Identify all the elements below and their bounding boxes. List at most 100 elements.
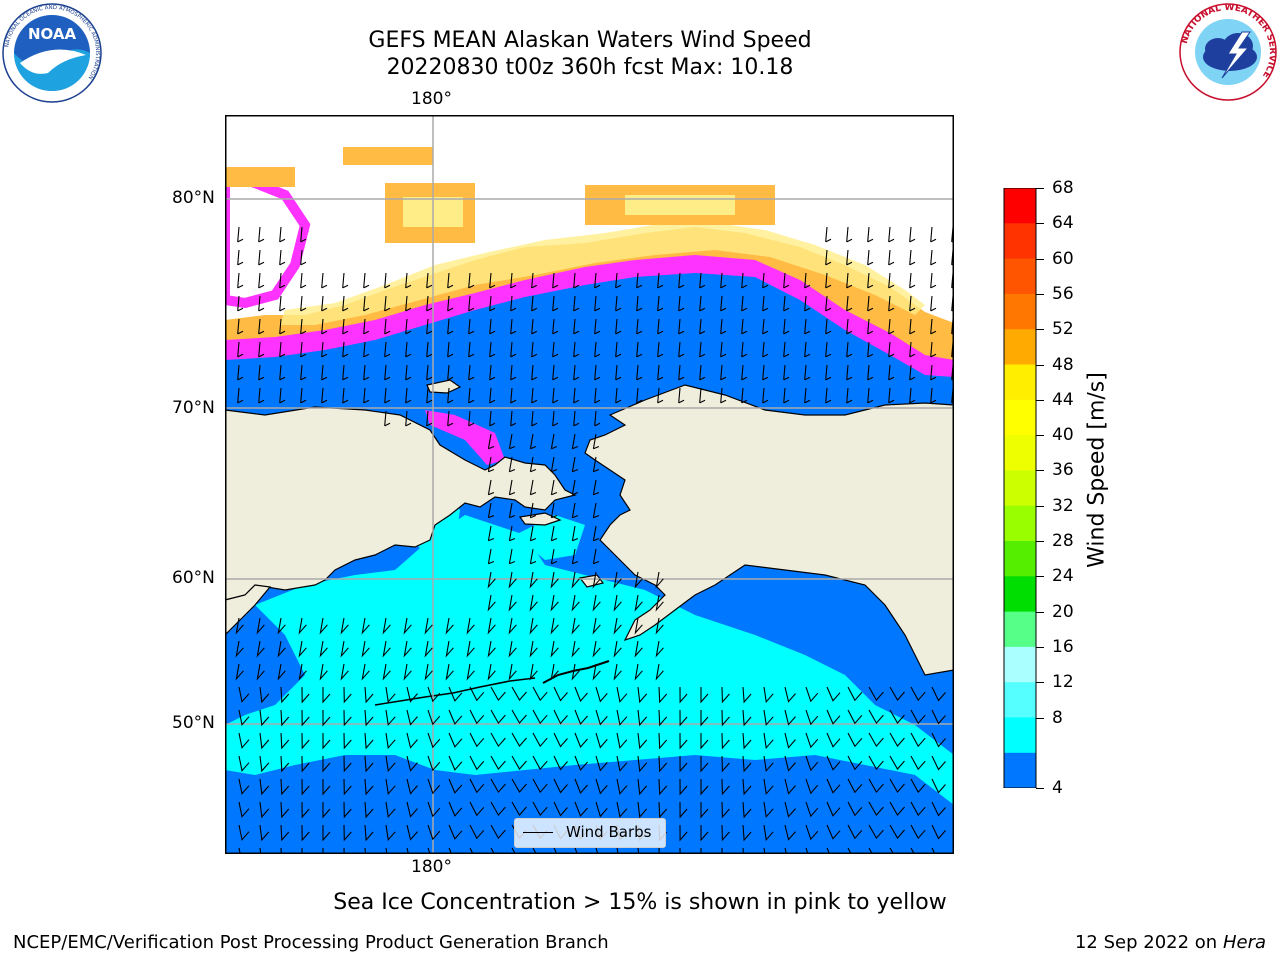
wind-barb: [280, 801, 290, 819]
wind-barb: [592, 456, 600, 473]
wind-barb: [679, 732, 688, 750]
wind-barb: [361, 617, 370, 635]
wind-barb: [529, 433, 537, 450]
wind-barb: [763, 778, 774, 796]
wind-barb: [300, 272, 307, 289]
wind-barb: [489, 295, 496, 312]
wind-barb: [805, 824, 819, 841]
wind-barb: [571, 479, 579, 496]
wind-barb: [490, 755, 506, 771]
colorbar-segment: [1004, 470, 1036, 507]
wind-barb: [300, 318, 307, 335]
wind-barb: [279, 387, 286, 404]
wind-barb: [529, 548, 537, 565]
wind-barb: [529, 456, 537, 473]
wind-barb: [342, 387, 349, 404]
wind-barb: [384, 295, 391, 312]
wind-barb: [406, 732, 418, 749]
wind-barb: [508, 502, 516, 519]
wind-barb: [487, 525, 495, 542]
wind-barb: [298, 617, 307, 635]
colorbar-tick-label: 40: [1052, 425, 1074, 446]
colorbar-tick-label: 12: [1052, 672, 1074, 693]
wind-barb: [571, 548, 579, 565]
wind-barb: [322, 710, 331, 727]
wind-barb: [805, 755, 819, 772]
wind-barb: [343, 801, 352, 819]
wind-barb: [406, 801, 418, 818]
wind-barb: [343, 709, 352, 727]
colorbar-segment: [1004, 435, 1036, 471]
wind-barb: [321, 341, 328, 358]
wind-barb: [426, 410, 433, 427]
wind-barb: [889, 709, 905, 724]
wind-barb: [784, 801, 796, 818]
wind-barb: [403, 663, 412, 681]
colorbar-tick-label: 60: [1052, 248, 1074, 269]
wind-barb: [930, 318, 937, 335]
colorbar-tick: [1036, 682, 1044, 684]
wind-barb: [361, 663, 370, 681]
wind-barb: [592, 571, 601, 589]
wind-barb: [553, 686, 568, 702]
footer-date-text: 12 Sep 2022 on: [1074, 932, 1218, 953]
wind-barb: [825, 226, 832, 243]
wind-barb: [469, 801, 485, 817]
colorbar-tick: [1036, 329, 1044, 331]
wind-barb: [699, 272, 706, 289]
wind-barb: [783, 295, 790, 312]
wind-barb: [658, 709, 668, 727]
wind-barb: [427, 709, 441, 726]
wind-barb: [532, 709, 548, 725]
wind-barb: [742, 778, 752, 796]
colorbar-tick: [1036, 293, 1044, 295]
wind-barb: [259, 686, 270, 704]
wind-barb: [826, 732, 841, 748]
wind-barb: [615, 341, 622, 358]
wind-barb: [321, 387, 328, 404]
wind-barb: [634, 571, 643, 589]
wind-barb: [532, 778, 548, 794]
wind-barb: [595, 709, 608, 726]
wind-barb: [447, 272, 454, 289]
wind-barb: [508, 479, 516, 496]
wind-barb: [571, 433, 579, 450]
wind-barb: [720, 272, 727, 289]
wind-barb: [658, 801, 668, 819]
wind-barb: [301, 801, 310, 819]
wind-barb: [363, 318, 370, 335]
wind-barb: [783, 364, 790, 381]
wind-barb: [931, 824, 946, 840]
wind-barb: [616, 778, 628, 795]
wind-barb: [487, 456, 495, 473]
wind-barb: [595, 801, 608, 818]
wind-barb: [783, 341, 790, 358]
legend: Wind Barbs: [514, 818, 666, 848]
wind-barb: [592, 433, 600, 450]
wind-barb: [468, 364, 475, 381]
wind-barb: [595, 732, 608, 749]
wind-barb: [741, 364, 748, 381]
wind-barb: [868, 755, 884, 771]
wind-barb: [445, 617, 454, 635]
wind-barb: [721, 801, 730, 819]
wind-barb: [846, 272, 853, 289]
lat-label-80n: 80°N: [172, 188, 215, 208]
wind-barb: [825, 387, 832, 404]
wind-barb: [508, 433, 516, 450]
wind-barb: [573, 318, 580, 335]
wind-barb: [550, 663, 559, 681]
wind-barb: [679, 778, 688, 796]
wind-barb: [508, 548, 516, 565]
wind-barb: [637, 709, 648, 727]
wind-barb: [804, 364, 811, 381]
wind-barb: [825, 249, 832, 266]
wind-barb: [343, 778, 352, 796]
wind-barb: [529, 617, 538, 635]
wind-barb: [510, 364, 517, 381]
wind-barb: [300, 226, 307, 243]
wind-barb: [784, 709, 796, 726]
wind-barb: [426, 295, 433, 312]
wind-barb: [783, 318, 790, 335]
wind-barb: [448, 732, 463, 748]
